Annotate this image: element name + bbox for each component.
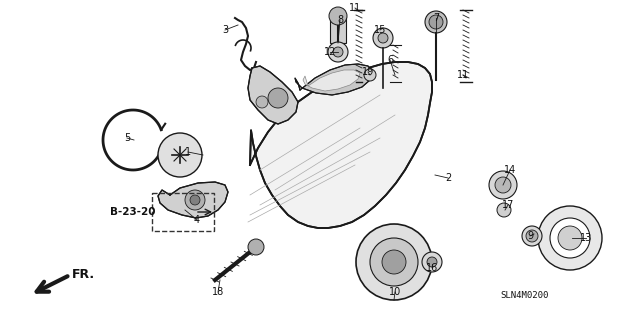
- Circle shape: [422, 252, 442, 272]
- Text: 4: 4: [194, 215, 200, 225]
- Text: SLN4M0200: SLN4M0200: [500, 291, 548, 300]
- Circle shape: [497, 203, 511, 217]
- Polygon shape: [158, 182, 228, 218]
- Circle shape: [495, 177, 511, 193]
- Polygon shape: [295, 64, 373, 95]
- Circle shape: [328, 42, 348, 62]
- Circle shape: [256, 96, 268, 108]
- Text: 7: 7: [433, 13, 439, 23]
- Polygon shape: [248, 66, 298, 124]
- Circle shape: [158, 133, 202, 177]
- Circle shape: [427, 257, 437, 267]
- Circle shape: [489, 171, 517, 199]
- Circle shape: [356, 224, 432, 300]
- Text: 6: 6: [387, 55, 393, 65]
- Circle shape: [373, 28, 393, 48]
- Circle shape: [558, 226, 582, 250]
- Polygon shape: [250, 62, 432, 228]
- Circle shape: [378, 33, 388, 43]
- Text: 13: 13: [580, 233, 592, 243]
- Circle shape: [382, 250, 406, 274]
- Text: 18: 18: [212, 287, 224, 297]
- Circle shape: [333, 47, 343, 57]
- Text: 3: 3: [222, 25, 228, 35]
- Circle shape: [248, 239, 264, 255]
- Circle shape: [364, 69, 376, 81]
- Text: 15: 15: [374, 25, 386, 35]
- Circle shape: [429, 15, 443, 29]
- Text: 9: 9: [527, 231, 533, 241]
- Text: 16: 16: [426, 263, 438, 273]
- Text: 1: 1: [185, 147, 191, 157]
- Circle shape: [190, 195, 200, 205]
- Circle shape: [370, 238, 418, 286]
- Text: 2: 2: [445, 173, 451, 183]
- Circle shape: [185, 190, 205, 210]
- Text: 19: 19: [362, 67, 374, 77]
- Bar: [330, 15, 346, 43]
- Circle shape: [526, 230, 538, 242]
- Circle shape: [425, 11, 447, 33]
- Text: FR.: FR.: [72, 269, 95, 281]
- Polygon shape: [303, 70, 360, 91]
- Circle shape: [522, 226, 542, 246]
- Text: B-23-20: B-23-20: [110, 207, 156, 217]
- Text: 11: 11: [349, 3, 361, 13]
- Text: 11: 11: [457, 70, 469, 80]
- Circle shape: [550, 218, 590, 258]
- Text: 14: 14: [504, 165, 516, 175]
- Circle shape: [268, 88, 288, 108]
- Circle shape: [329, 7, 347, 25]
- Text: 17: 17: [502, 200, 514, 210]
- Circle shape: [538, 206, 602, 270]
- Text: 10: 10: [389, 287, 401, 297]
- Text: 8: 8: [337, 15, 343, 25]
- Text: 5: 5: [124, 133, 130, 143]
- Bar: [152, 193, 214, 231]
- Text: 12: 12: [324, 47, 336, 57]
